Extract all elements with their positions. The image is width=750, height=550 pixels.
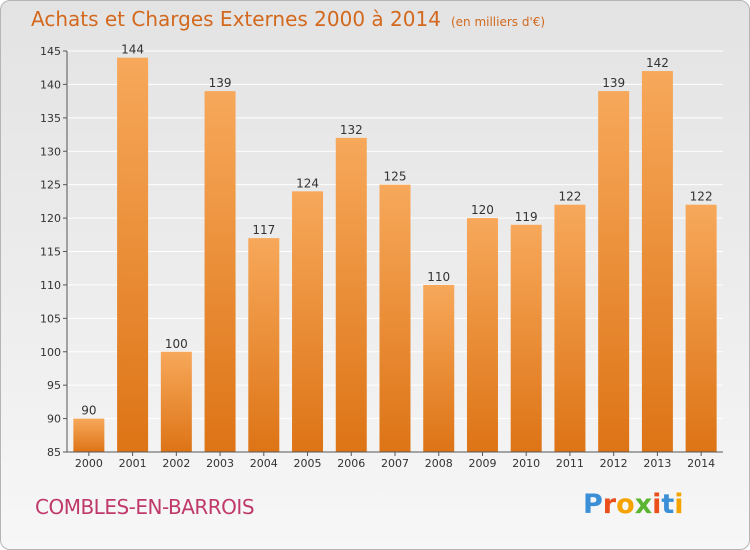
logo-letter: t [661,489,675,520]
x-tick-label: 2011 [556,457,584,470]
y-tick-label: 90 [47,413,61,426]
commune-name: COMBLES-EN-BARROIS [35,495,255,519]
data-label: 122 [558,190,581,204]
data-label: 90 [81,404,96,418]
x-tick-label: 2008 [425,457,453,470]
data-label: 100 [165,337,188,351]
bar-2002 [160,351,192,452]
bar-2010 [510,224,542,452]
bar-2003 [204,91,236,452]
y-tick-label: 85 [47,446,61,459]
data-label: 125 [384,170,407,184]
x-tick-label: 2009 [468,457,496,470]
logo-letter: x [634,489,653,520]
y-tick-label: 135 [40,112,61,125]
unit-label: (en milliers d'€) [450,15,546,29]
data-label: 117 [252,223,275,237]
bar-2004 [248,238,280,452]
bar-2001 [117,57,149,452]
bar-2013 [641,71,673,453]
y-tick-label: 140 [40,78,61,91]
bar-2014 [685,204,717,452]
y-axis: 85 90 95 100 105 110 115 120 125 130 135 140 145 [40,45,68,459]
x-axis: 2000 2001 2002 2003 2004 2005 2006 2007 2008 2009… [67,451,723,470]
x-tick-label: 2007 [381,457,409,470]
data-label: 122 [690,190,713,204]
data-label: 120 [471,203,494,217]
bar-2006 [335,137,367,452]
x-tick-label: 2003 [206,457,234,470]
chart-title: Achats et Charges Externes 2000 à 2014 (e… [31,7,545,31]
y-tick-label: 145 [40,45,61,58]
bar-2009 [466,218,498,452]
y-tick-label: 120 [40,212,61,225]
y-tick-label: 130 [40,145,61,158]
x-tick-label: 2012 [600,457,628,470]
x-tick-label: 2000 [75,457,103,470]
bar-2008 [423,284,455,452]
bar-2000 [73,418,105,452]
x-tick-label: 2006 [337,457,365,470]
y-tick-label: 105 [40,312,61,325]
logo-letter: i [674,489,684,520]
bar-2012 [598,91,630,452]
data-label: 132 [340,123,363,137]
x-tick-label: 2014 [687,457,715,470]
x-tick-label: 2013 [643,457,671,470]
bar-2011 [554,204,586,452]
data-label: 119 [515,210,538,224]
x-tick-label: 2004 [250,457,278,470]
bar-2005 [292,191,324,452]
proxiti-logo: Proxiti [583,489,684,520]
x-tick-label: 2010 [512,457,540,470]
data-label: 139 [602,76,625,90]
y-tick-label: 95 [47,379,61,392]
bar-2007 [379,184,411,452]
data-label: 124 [296,176,319,190]
logo-letter: P [583,489,603,520]
x-tick-label: 2002 [162,457,190,470]
y-tick-label: 125 [40,179,61,192]
y-tick-label: 110 [40,279,61,292]
data-label: 110 [427,270,450,284]
y-tick-label: 100 [40,346,61,359]
logo-letter: r [602,489,617,520]
logo-letter: i [652,489,662,520]
data-label: 139 [209,76,232,90]
logo-letter: o [616,489,635,520]
bars: 90 144 100 139 117 124 132 125 110 120 119 122 139 14… [73,43,717,453]
data-label: 142 [646,56,669,70]
title-text: Achats et Charges Externes 2000 à 2014 [31,7,441,31]
data-label: 144 [121,43,144,57]
y-tick-label: 115 [40,246,61,259]
x-tick-label: 2001 [119,457,147,470]
x-tick-label: 2005 [294,457,322,470]
